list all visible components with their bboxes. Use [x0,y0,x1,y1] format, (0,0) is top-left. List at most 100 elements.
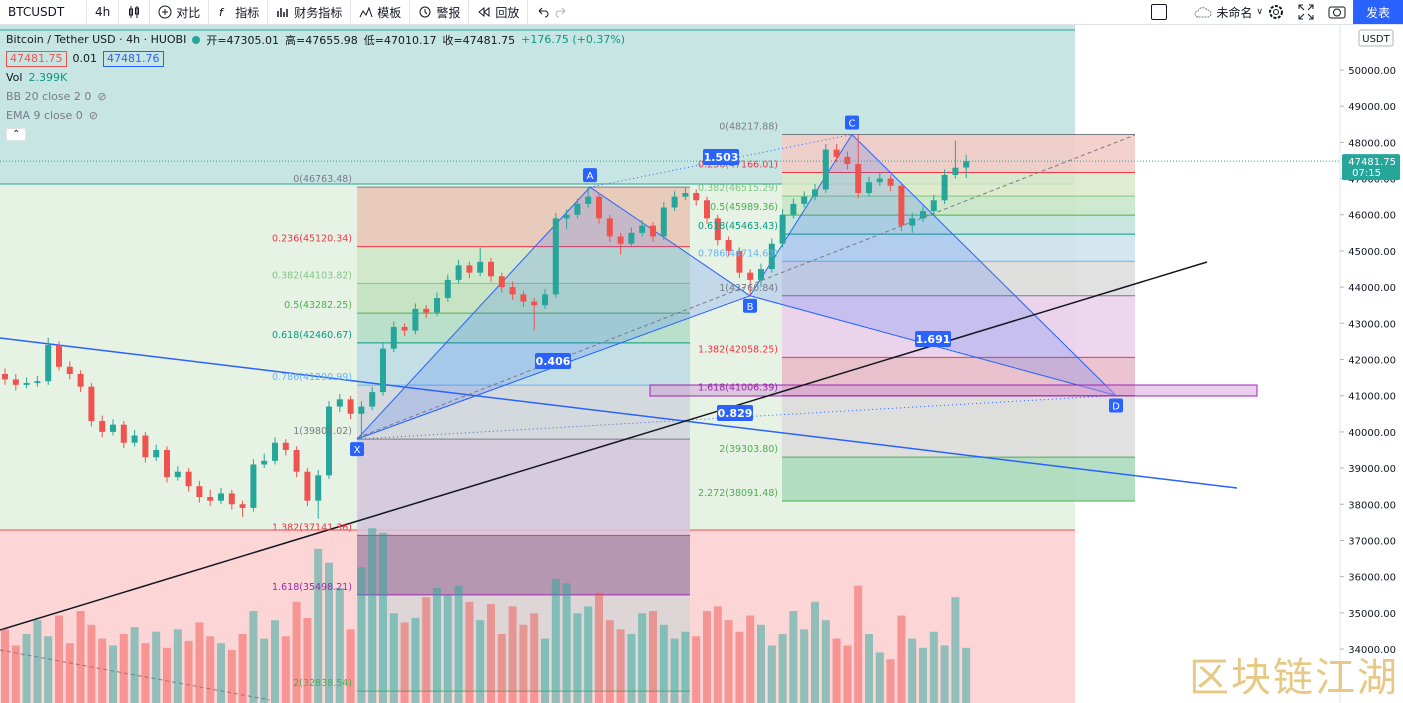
snapshot-icon[interactable] [1327,3,1347,21]
point-label-box [845,115,859,130]
indicators-button[interactable]: f 指标 [209,0,269,24]
candle-body [401,326,408,331]
y-tick-label: 50000.00 [1348,66,1396,77]
fib-band [782,261,1135,296]
volume-bar [260,638,269,703]
publish-button[interactable]: 发表 [1353,0,1403,24]
chart-style[interactable] [119,0,151,24]
candle-body [833,149,840,157]
volume-bar [767,645,776,703]
volume-bar [605,620,614,703]
volume-bar [962,647,971,703]
volume-bar [811,601,819,703]
volume-bar [940,645,949,703]
volume-bar [789,611,798,703]
hidden-icon[interactable]: ⊘ [88,109,99,122]
price-axis [1340,25,1403,703]
y-tick-label: 46000.00 [1348,211,1396,222]
undo-redo[interactable] [528,0,576,24]
fullscreen-icon[interactable] [1297,3,1315,21]
candle-body [304,471,311,501]
candle-body [488,261,494,277]
currency-box[interactable] [1358,29,1394,47]
candle-body [920,211,926,219]
candle-body [455,265,462,280]
candle-body [952,167,959,175]
interval[interactable]: 4h [87,0,120,24]
volume-bar [692,636,701,703]
collapse-button[interactable]: ⌃ [6,128,27,141]
candle-body [164,449,170,478]
candle-body [77,373,84,387]
financials-button[interactable]: 财务指标 [268,0,352,24]
symbol[interactable]: BTCUSDT [0,0,87,24]
volume-bar [422,597,431,703]
candle-body [801,196,808,204]
checkbox[interactable] [1151,4,1167,20]
volume-bar [530,613,539,703]
symbol-title: Bitcoin / Tether USD · 4h · HUOBI [6,33,187,46]
hidden-icon[interactable]: ⊘ [97,90,107,103]
candle-body [758,269,764,280]
candle-body [207,497,214,501]
candle-body [887,178,894,186]
candle-body [876,178,883,183]
fib-band [782,134,1135,173]
candle-body [574,203,581,215]
fib-label: 0.5(43282.25) [284,300,352,311]
candle-body [660,207,667,237]
indicator[interactable]: EMA 9 close 0 [6,109,83,122]
candle-body [866,182,872,194]
fib-label: 1.382(42058.25) [698,344,778,355]
candle-body [930,200,937,212]
ratio-box [915,331,951,347]
compare-button[interactable]: 对比 [150,0,210,24]
fib-band [782,457,1135,501]
candle-body [617,236,624,244]
replay-button[interactable]: 回放 [469,0,529,24]
candle-body [790,203,797,215]
ohlc-close: 收=47481.75 [442,33,516,47]
volume-bar [508,606,517,703]
volume-bar [109,645,117,703]
volume-bar [519,624,528,703]
volume-bar [206,636,215,703]
fib-label: 0(46763.48) [293,174,352,185]
volume-bar [217,643,225,703]
candle-body [498,276,505,288]
trend-line [0,261,1208,631]
layout-menu[interactable]: 未命名 ∨ [1194,0,1263,24]
volume-bar [875,652,884,703]
alert-button[interactable]: 警报 [410,0,470,24]
candle-body [185,471,192,487]
candle-body [412,308,419,331]
candle-body [844,156,851,165]
volume-bar [832,638,841,703]
candle-body [682,193,689,197]
ratio-box [717,405,753,421]
fib-label: 0.236(45120.34) [272,234,352,245]
volume-bar [476,620,485,703]
status-dot [192,35,201,44]
volume-bar [119,634,128,703]
fib-label: 0(48217.88) [719,121,778,132]
ratio-label: 0.406 [536,355,571,368]
volume-bar [195,622,204,703]
ask-price[interactable]: 47481.76 [103,50,164,67]
fib-label: 0.236(47166.01) [698,160,778,171]
fib-label: 0.618(42460.67) [272,330,352,341]
volume-bar [584,606,593,703]
indicator[interactable]: BB 20 close 2 0 [6,90,92,103]
volume-bar [908,638,917,703]
volume-bar [98,638,107,703]
settings-icon[interactable] [1267,3,1285,21]
templates-button[interactable]: 模板 [351,0,411,24]
candle-body [477,261,484,273]
fib-band [782,295,1135,358]
highlight-box [649,384,1258,397]
bid-price[interactable]: 47481.75 [6,50,67,67]
volume-bar [800,629,809,703]
volume-bar [854,585,863,703]
candle-body [2,373,8,380]
volume-bar [152,631,161,703]
